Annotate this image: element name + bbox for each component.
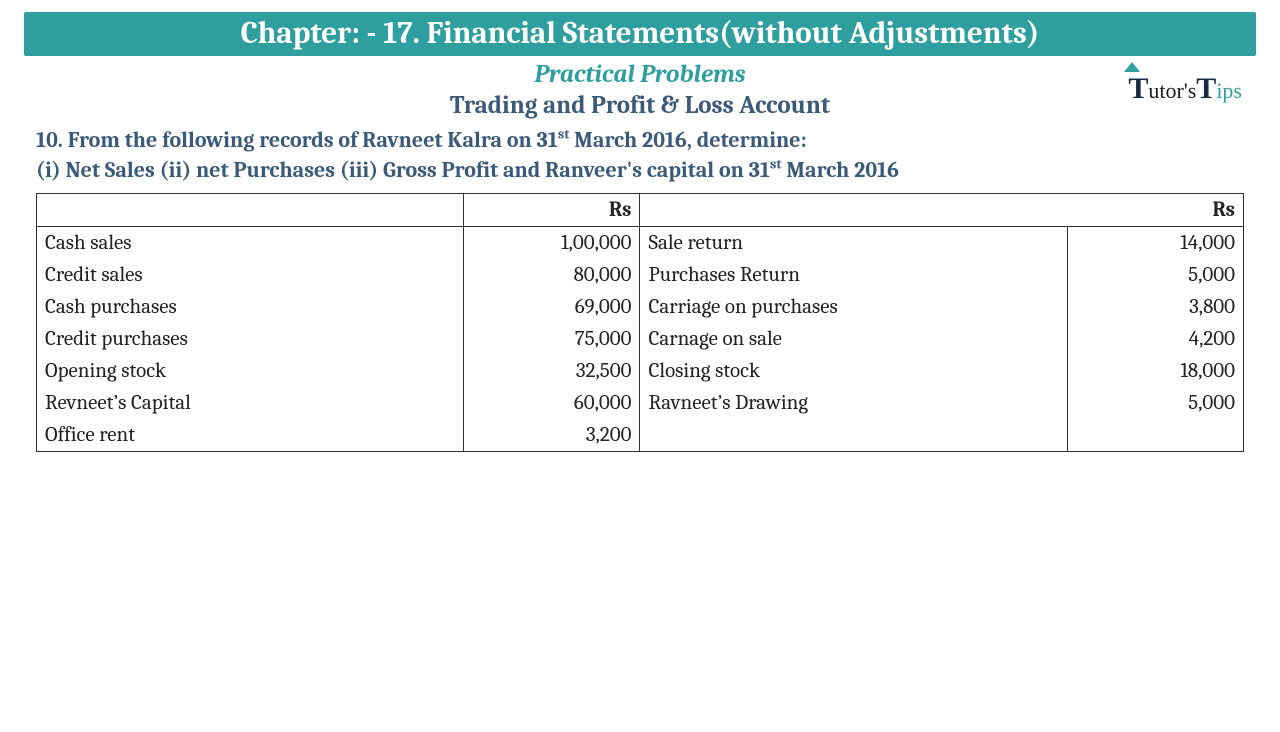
- th-right-amt: Rs: [1067, 194, 1243, 227]
- grad-cap-icon: [1124, 62, 1140, 72]
- cell-right-desc: Purchases Return: [640, 259, 1067, 291]
- table-row: Revneet’s Capital60,000Ravneet’s Drawing…: [37, 387, 1244, 419]
- account-type-subtitle: Trading and Profit & Loss Account: [0, 91, 1280, 120]
- chapter-title-bar: Chapter: - 17. Financial Statements(with…: [24, 12, 1256, 56]
- logo-tutor: utor's: [1148, 78, 1196, 103]
- q-line2-pre: (i) Net Sales (ii) net Purchases (iii) G…: [36, 157, 770, 183]
- cell-right-amt: 18,000: [1067, 355, 1243, 387]
- th-right-desc: [640, 194, 1067, 227]
- logo-t1: T: [1128, 72, 1148, 105]
- th-left-amt: Rs: [464, 194, 640, 227]
- q-line1-post: March 2016, determine:: [569, 127, 806, 153]
- cell-right-desc: Ravneet’s Drawing: [640, 387, 1067, 419]
- table-row: Cash purchases69,000Carriage on purchase…: [37, 291, 1244, 323]
- table-row: Office rent3,200: [37, 419, 1244, 452]
- cell-right-amt: 3,800: [1067, 291, 1243, 323]
- cell-left-desc: Credit sales: [37, 259, 464, 291]
- table-row: Opening stock32,500Closing stock18,000: [37, 355, 1244, 387]
- practical-problems-subtitle: Practical Problems: [0, 60, 1280, 89]
- cell-left-amt: 80,000: [464, 259, 640, 291]
- cell-right-desc: [640, 419, 1067, 452]
- table-row: Cash sales1,00,000Sale return14,000: [37, 227, 1244, 260]
- cell-left-desc: Credit purchases: [37, 323, 464, 355]
- q-line1-pre: 10. From the following records of Ravnee…: [36, 127, 558, 153]
- q-line1-sup: st: [558, 126, 570, 143]
- table-row: Credit purchases75,000Carnage on sale4,2…: [37, 323, 1244, 355]
- cell-right-amt: 5,000: [1067, 259, 1243, 291]
- question-text: 10. From the following records of Ravnee…: [36, 126, 1244, 185]
- cell-left-amt: 32,500: [464, 355, 640, 387]
- cell-right-desc: Sale return: [640, 227, 1067, 260]
- cell-right-amt: 14,000: [1067, 227, 1243, 260]
- cell-left-desc: Opening stock: [37, 355, 464, 387]
- tutors-tips-logo: Tutor'sTips: [1128, 72, 1242, 106]
- cell-right-amt: 5,000: [1067, 387, 1243, 419]
- cell-left-amt: 3,200: [464, 419, 640, 452]
- table-body: Cash sales1,00,000Sale return14,000Credi…: [37, 227, 1244, 452]
- cell-right-amt: 4,200: [1067, 323, 1243, 355]
- cell-left-desc: Revneet’s Capital: [37, 387, 464, 419]
- th-left-desc: [37, 194, 464, 227]
- logo-t2: T: [1196, 72, 1216, 105]
- q-line2-sup: st: [770, 155, 782, 172]
- q-line2-post: March 2016: [782, 157, 899, 183]
- cell-left-desc: Cash sales: [37, 227, 464, 260]
- cell-left-amt: 69,000: [464, 291, 640, 323]
- cell-left-desc: Office rent: [37, 419, 464, 452]
- table-header-row: Rs Rs: [37, 194, 1244, 227]
- logo-ips: ips: [1216, 78, 1242, 103]
- cell-left-amt: 1,00,000: [464, 227, 640, 260]
- cell-right-desc: Carriage on purchases: [640, 291, 1067, 323]
- cell-left-amt: 60,000: [464, 387, 640, 419]
- cell-right-desc: Closing stock: [640, 355, 1067, 387]
- chapter-title: Chapter: - 17. Financial Statements(with…: [25, 15, 1255, 51]
- cell-right-desc: Carnage on sale: [640, 323, 1067, 355]
- table-row: Credit sales80,000Purchases Return5,000: [37, 259, 1244, 291]
- cell-left-amt: 75,000: [464, 323, 640, 355]
- cell-right-amt: [1067, 419, 1243, 452]
- records-table: Rs Rs Cash sales1,00,000Sale return14,00…: [36, 193, 1244, 452]
- cell-left-desc: Cash purchases: [37, 291, 464, 323]
